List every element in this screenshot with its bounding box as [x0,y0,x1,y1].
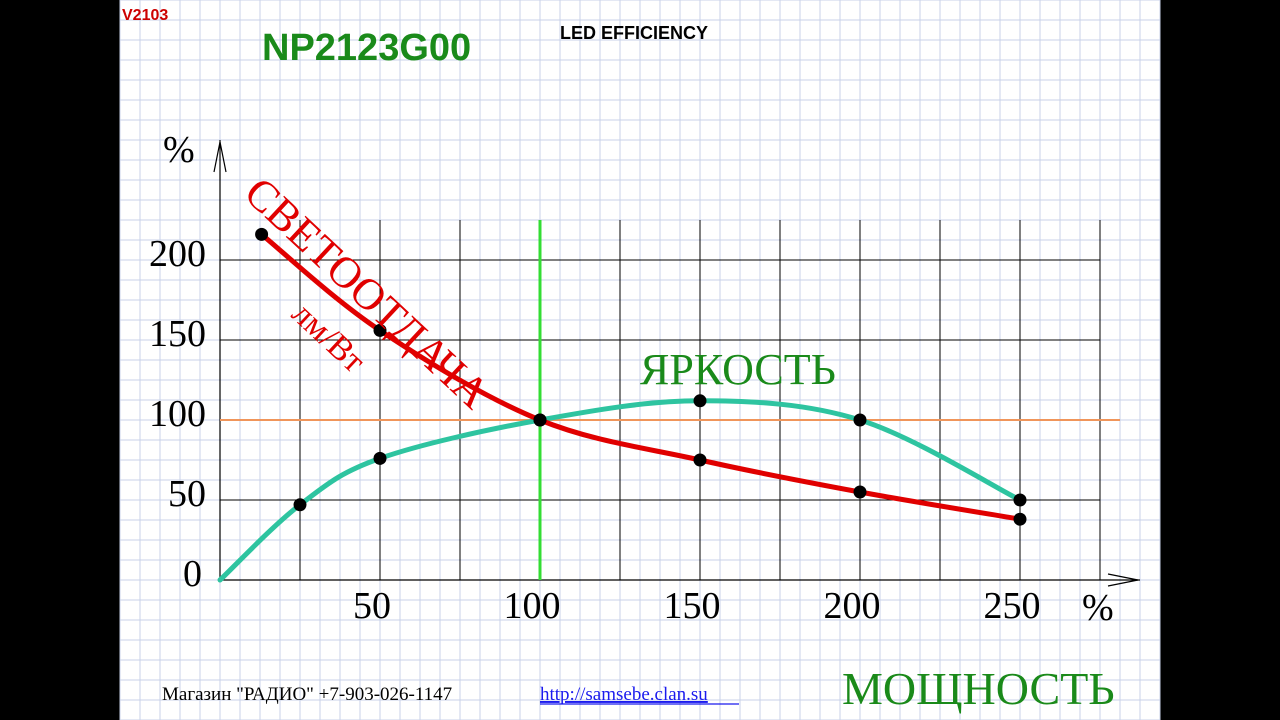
version-label: V2103 [122,7,168,24]
reference-lines [220,220,1120,580]
brightness-point [1013,493,1027,507]
x-axis-arrow [1107,573,1139,587]
shop-contact: Магазин "РАДИО" +7-903-026-1147 [162,684,452,705]
brightness-point [373,451,387,465]
y-axis-label: % [163,129,195,171]
tick-labels: 0 50 100 150 200 50 100 150 200 250 [149,233,1041,627]
y-tick-label: 100 [149,393,206,435]
y-tick-label: 200 [149,233,206,275]
website-link[interactable]: http://samsebe.clan.su [540,684,708,705]
y-axis-arrow [213,141,227,173]
efficacy-point [693,453,707,467]
brightness-point [853,413,867,427]
x-tick-label: 250 [984,585,1041,627]
y-tick-label: 0 [183,553,202,595]
model-title: NP2123G00 [262,27,471,69]
x-axis-title: МОЩНОСТЬ [842,663,1115,714]
axes [213,140,1140,587]
x-tick-label: 150 [664,585,721,627]
brightness-point [693,394,707,408]
efficacy-point [1013,512,1027,526]
x-tick-label: 200 [824,585,881,627]
x-tick-label: 50 [353,585,391,627]
y-tick-label: 50 [168,473,206,515]
series-points [255,227,1027,526]
chart-title: LED EFFICIENCY [560,23,708,43]
x-axis-unit-label: % [1082,587,1114,629]
brightness-point [293,498,307,512]
x-tick-label: 100 [504,585,561,627]
efficacy-point [853,485,867,499]
efficacy-point [373,323,387,337]
efficacy-point [255,227,269,241]
y-tick-label: 150 [149,313,206,355]
efficacy-curve [259,231,1023,522]
brightness-point [533,413,547,427]
series-label-brightness: ЯРКОСТЬ [640,345,836,394]
